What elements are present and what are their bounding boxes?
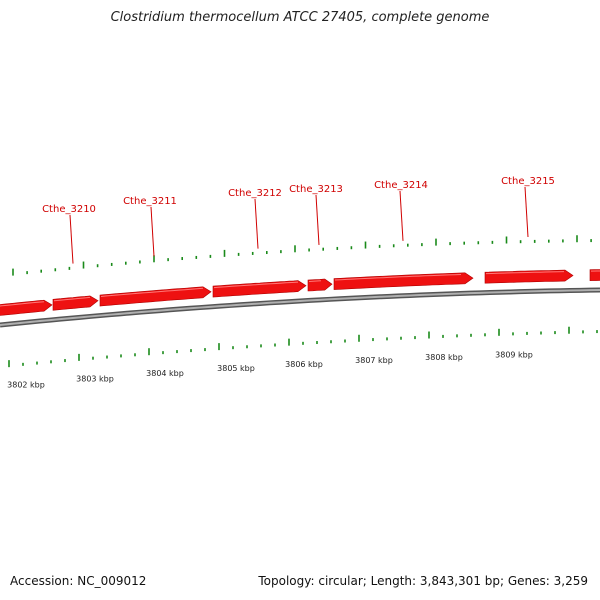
scale-label: 3804 kbp [146,369,184,378]
gene-label[interactable]: Cthe_3213 [289,184,343,195]
lower-tick-track [8,326,598,368]
gene-highlight [485,271,565,275]
gene-highlight [308,280,322,282]
gene-arrow[interactable] [333,272,474,290]
accession-label: Accession: NC_009012 [10,574,147,588]
gene-arrow[interactable] [99,286,212,307]
backbone-outline [0,287,600,328]
gene-highlight [0,301,45,307]
gene-arrow[interactable] [0,299,53,316]
scale-label: 3803 kbp [76,375,114,384]
gene-arrow[interactable] [212,280,307,298]
gene-leader-line [524,186,529,238]
topology-label: Topology: circular; Length: 3,843,301 bp… [258,574,588,588]
gene-highlight [213,281,299,289]
gene-highlight [53,296,91,302]
gene-arrow[interactable] [307,278,333,292]
gene-label[interactable]: Cthe_3212 [228,188,282,199]
scale-label: 3805 kbp [217,364,255,373]
gene-highlight [334,274,462,281]
backbone-track [0,287,600,328]
gene-labels: Cthe_3210 Cthe_3211 Cthe_3212 Cthe_3213 Cthe… [42,176,555,264]
gene-track [0,269,600,316]
map-title: Clostridium thermocellum ATCC 27405, com… [110,10,490,25]
gene-leader-line [399,190,404,241]
scale-labels: 3802 kbp 3803 kbp 3804 kbp 3805 kbp 3806 kbp… [7,350,533,389]
gene-label[interactable]: Cthe_3211 [123,196,177,207]
scale-label: 3802 kbp [7,381,45,390]
gene-label[interactable]: Cthe_3215 [501,176,555,187]
gene-leader-line [254,198,259,249]
gene-leader-line [150,206,155,257]
scale-label: 3808 kbp [425,353,463,362]
gene-arrow[interactable] [52,295,99,311]
upper-tick-track [12,235,592,276]
gene-highlight [100,287,204,297]
gene-leader-line [69,214,74,264]
gene-label[interactable]: Cthe_3214 [374,180,428,191]
scale-label: 3807 kbp [355,356,393,365]
gene-label[interactable]: Cthe_3210 [42,204,96,215]
scale-label: 3806 kbp [285,360,323,369]
scale-label: 3809 kbp [495,350,533,359]
backbone-line [0,289,600,326]
gene-leader-line [315,194,320,245]
gene-arrow[interactable] [589,269,600,282]
